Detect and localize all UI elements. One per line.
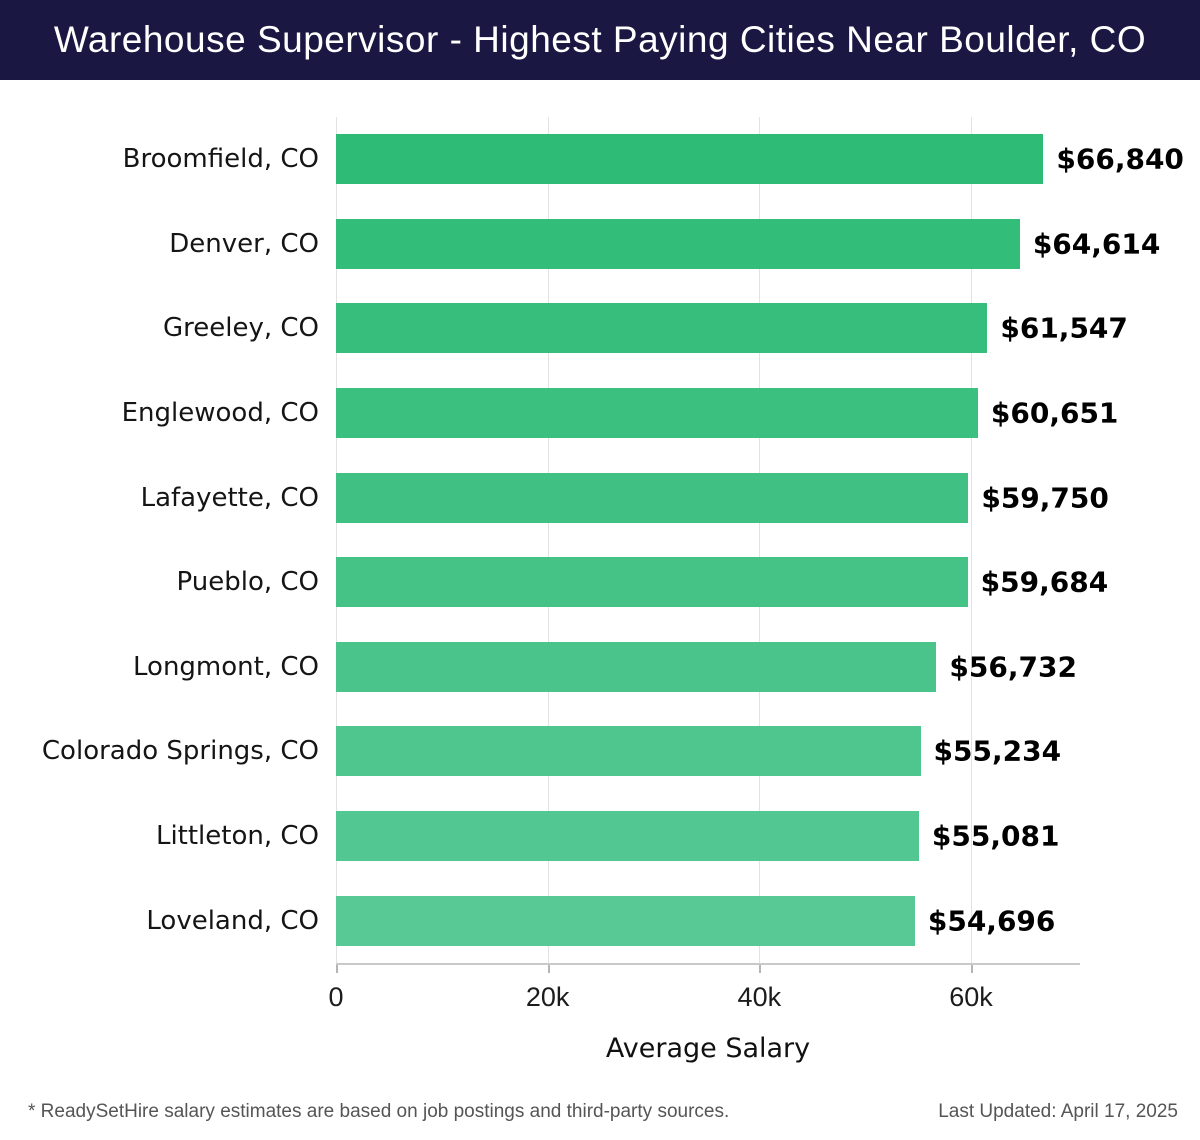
bar-track: $59,684: [336, 540, 1200, 625]
bar: [336, 811, 919, 862]
bar-value-label: $66,840: [1056, 142, 1184, 176]
bar-value-label: $64,614: [1032, 227, 1161, 261]
bar-track: $59,750: [336, 455, 1200, 540]
page-title: Warehouse Supervisor - Highest Paying Ci…: [53, 19, 1147, 60]
gridline: [970, 117, 972, 963]
bar-chart: Broomfield, CO $66,840 Denver, CO $64,61…: [0, 117, 1200, 963]
x-axis-tick: [970, 965, 973, 973]
bar: [336, 726, 921, 777]
bar-category-label: Englewood, CO: [121, 398, 319, 429]
bar-row: Denver, CO $64,614: [0, 202, 1200, 287]
x-axis-tick: [336, 965, 338, 973]
bar-track: $61,547: [336, 286, 1200, 371]
bar-track: $55,234: [336, 709, 1200, 794]
bar-row: Loveland, CO $54,696: [0, 878, 1200, 963]
x-axis-tick-label: 40k: [737, 982, 782, 1012]
bar-category-label: Littleton, CO: [155, 821, 319, 852]
bar-category-label: Lafayette, CO: [140, 482, 319, 513]
bar-track: $55,081: [336, 794, 1200, 879]
bar: [336, 218, 1020, 269]
bar-row: Littleton, CO $55,081: [0, 794, 1200, 879]
bar-value-label: $61,547: [1000, 311, 1128, 345]
bar: [336, 557, 968, 608]
x-axis-tick-label: 20k: [525, 982, 570, 1012]
bar: [336, 388, 978, 439]
bar-category-label: Colorado Springs, CO: [41, 736, 319, 767]
gridline: [547, 117, 549, 963]
x-axis-line: [336, 963, 1080, 965]
x-axis-title: Average Salary: [605, 1033, 811, 1064]
bar-track: $64,614: [336, 202, 1200, 287]
plot-area: [336, 117, 1080, 963]
bar: [336, 303, 988, 354]
bar-track: $54,696: [336, 878, 1200, 963]
bar-value-label: $56,732: [949, 650, 1077, 684]
x-axis-tick: [547, 965, 550, 973]
x-axis-tick-label: 0: [328, 982, 344, 1012]
bar-track: $66,840: [336, 117, 1200, 202]
x-axis-tick-label: 60k: [949, 982, 993, 1012]
footer-disclaimer: * ReadySetHire salary estimates are base…: [28, 1101, 730, 1122]
bar-category-label: Longmont, CO: [133, 651, 319, 682]
bar: [336, 641, 937, 692]
gridline: [759, 117, 761, 963]
bar: [336, 134, 1044, 185]
bar-category-label: Pueblo, CO: [176, 567, 319, 598]
bar-row: Pueblo, CO $59,684: [0, 540, 1200, 625]
bar-category-label: Loveland, CO: [146, 905, 319, 936]
bar: [336, 895, 915, 946]
bar-value-label: $59,750: [981, 481, 1109, 515]
bar-row: Colorado Springs, CO $55,234: [0, 709, 1200, 794]
x-axis-tick: [759, 965, 762, 973]
bar-category-label: Broomfield, CO: [122, 144, 319, 175]
bar-row: Englewood, CO $60,651: [0, 371, 1200, 456]
bar-category-label: Greeley, CO: [162, 313, 319, 344]
bar-value-label: $55,081: [931, 819, 1060, 853]
bar-category-label: Denver, CO: [169, 228, 319, 259]
bar: [336, 472, 969, 523]
bar-value-label: $59,684: [980, 565, 1109, 599]
bar-value-label: $55,234: [933, 734, 1062, 768]
bar-row: Broomfield, CO $66,840: [0, 117, 1200, 202]
gridline: [336, 117, 337, 963]
footer-last-updated: Last Updated: April 17, 2025: [938, 1101, 1178, 1122]
bar-track: $60,651: [336, 371, 1200, 456]
bar-row: Longmont, CO $56,732: [0, 625, 1200, 710]
bar-row: Lafayette, CO $59,750: [0, 455, 1200, 540]
bar-value-label: $60,651: [990, 396, 1119, 430]
bar-value-label: $54,696: [927, 904, 1056, 938]
bar-track: $56,732: [336, 625, 1200, 710]
title-bar: Warehouse Supervisor - Highest Paying Ci…: [0, 0, 1200, 80]
bar-row: Greeley, CO $61,547: [0, 286, 1200, 371]
